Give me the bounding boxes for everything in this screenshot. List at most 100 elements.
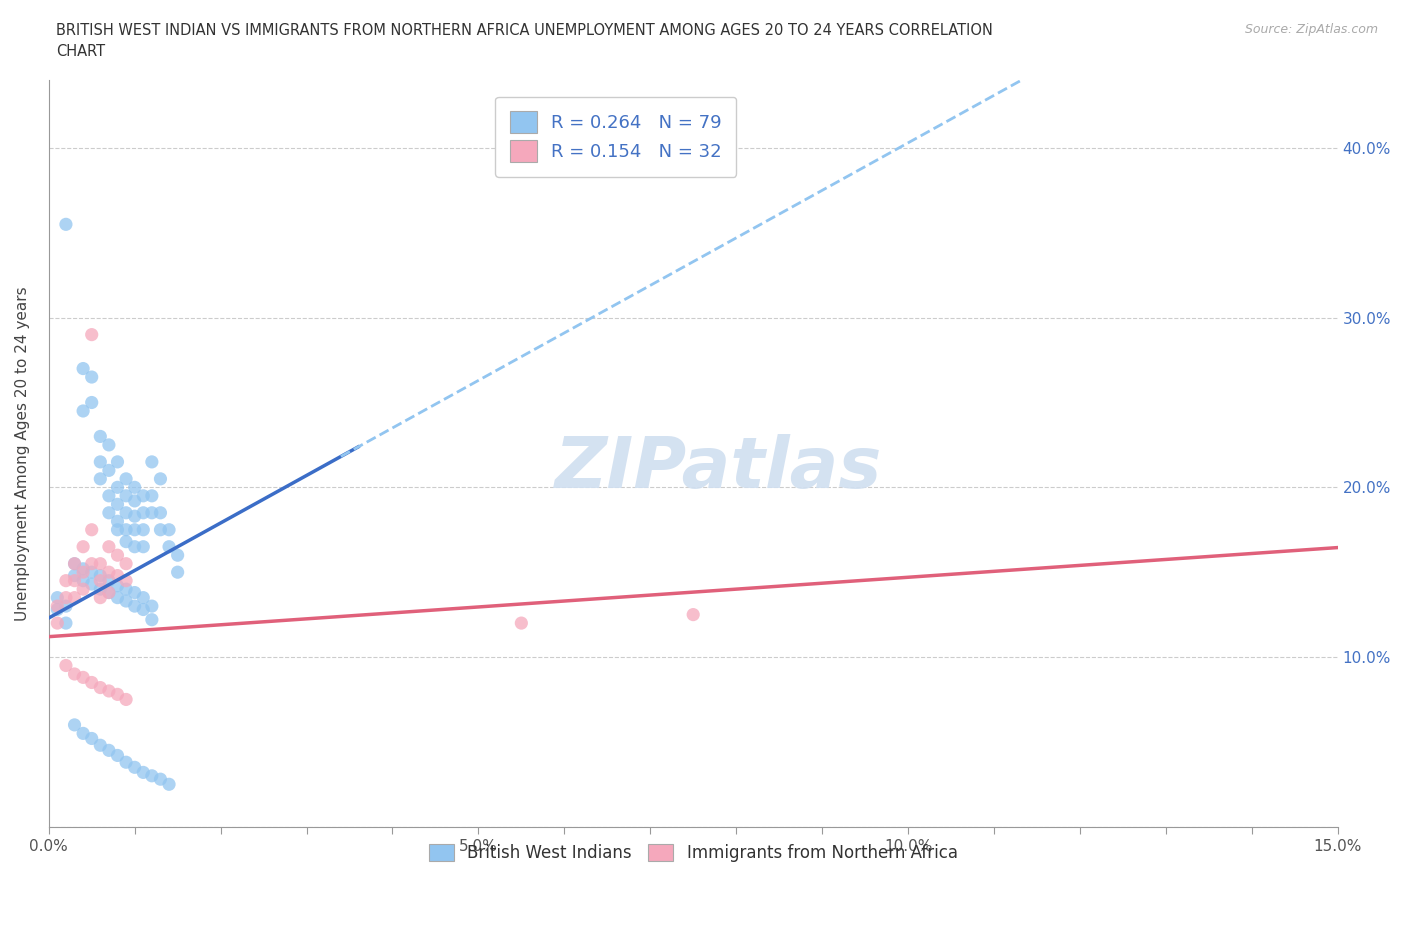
- Point: [149, 772, 172, 787]
- Point: [55, 599, 77, 614]
- Point: [55, 573, 77, 588]
- Point: [72, 726, 94, 741]
- Point: [107, 748, 129, 763]
- Point: [80, 565, 103, 579]
- Point: [682, 607, 704, 622]
- Point: [97, 539, 120, 554]
- Point: [115, 692, 138, 707]
- Point: [63, 556, 86, 571]
- Text: ZIPatlas: ZIPatlas: [555, 433, 883, 503]
- Point: [157, 523, 180, 538]
- Point: [63, 568, 86, 583]
- Point: [63, 591, 86, 605]
- Point: [141, 612, 163, 627]
- Point: [72, 573, 94, 588]
- Point: [149, 523, 172, 538]
- Point: [107, 548, 129, 563]
- Point: [97, 585, 120, 600]
- Point: [132, 505, 155, 520]
- Point: [63, 556, 86, 571]
- Point: [157, 777, 180, 791]
- Point: [107, 578, 129, 593]
- Text: CHART: CHART: [56, 44, 105, 59]
- Point: [141, 488, 163, 503]
- Point: [89, 591, 111, 605]
- Point: [124, 494, 146, 509]
- Point: [107, 687, 129, 702]
- Point: [72, 581, 94, 596]
- Point: [46, 602, 69, 617]
- Point: [115, 581, 138, 596]
- Point: [124, 599, 146, 614]
- Point: [124, 539, 146, 554]
- Point: [107, 523, 129, 538]
- Point: [107, 591, 129, 605]
- Point: [89, 455, 111, 470]
- Point: [55, 616, 77, 631]
- Point: [89, 472, 111, 486]
- Point: [89, 737, 111, 752]
- Point: [107, 514, 129, 529]
- Point: [80, 731, 103, 746]
- Point: [80, 395, 103, 410]
- Point: [46, 599, 69, 614]
- Point: [80, 577, 103, 591]
- Point: [80, 523, 103, 538]
- Point: [80, 675, 103, 690]
- Point: [63, 717, 86, 732]
- Point: [72, 361, 94, 376]
- Point: [115, 755, 138, 770]
- Point: [132, 765, 155, 780]
- Point: [115, 488, 138, 503]
- Point: [97, 684, 120, 698]
- Point: [149, 505, 172, 520]
- Point: [63, 573, 86, 588]
- Point: [107, 455, 129, 470]
- Point: [89, 680, 111, 695]
- Point: [141, 599, 163, 614]
- Point: [89, 573, 111, 588]
- Point: [89, 429, 111, 444]
- Point: [97, 743, 120, 758]
- Point: [124, 760, 146, 775]
- Point: [115, 556, 138, 571]
- Point: [132, 539, 155, 554]
- Point: [107, 568, 129, 583]
- Point: [132, 523, 155, 538]
- Point: [97, 573, 120, 588]
- Point: [141, 505, 163, 520]
- Point: [55, 591, 77, 605]
- Point: [63, 667, 86, 682]
- Point: [166, 548, 188, 563]
- Point: [124, 509, 146, 524]
- Point: [97, 565, 120, 579]
- Point: [166, 565, 188, 579]
- Point: [132, 591, 155, 605]
- Point: [115, 505, 138, 520]
- Point: [80, 327, 103, 342]
- Point: [115, 593, 138, 608]
- Point: [46, 616, 69, 631]
- Point: [72, 539, 94, 554]
- Point: [115, 523, 138, 538]
- Point: [115, 573, 138, 588]
- Point: [97, 437, 120, 452]
- Point: [132, 602, 155, 617]
- Point: [107, 497, 129, 512]
- Point: [124, 585, 146, 600]
- Point: [124, 480, 146, 495]
- Point: [97, 488, 120, 503]
- Point: [149, 472, 172, 486]
- Point: [115, 534, 138, 549]
- Point: [72, 565, 94, 579]
- Point: [55, 217, 77, 232]
- Point: [132, 488, 155, 503]
- Point: [80, 369, 103, 384]
- Point: [55, 658, 77, 673]
- Point: [80, 556, 103, 571]
- Point: [124, 523, 146, 538]
- Point: [89, 556, 111, 571]
- Text: BRITISH WEST INDIAN VS IMMIGRANTS FROM NORTHERN AFRICA UNEMPLOYMENT AMONG AGES 2: BRITISH WEST INDIAN VS IMMIGRANTS FROM N…: [56, 23, 993, 38]
- Point: [97, 505, 120, 520]
- Text: Source: ZipAtlas.com: Source: ZipAtlas.com: [1244, 23, 1378, 36]
